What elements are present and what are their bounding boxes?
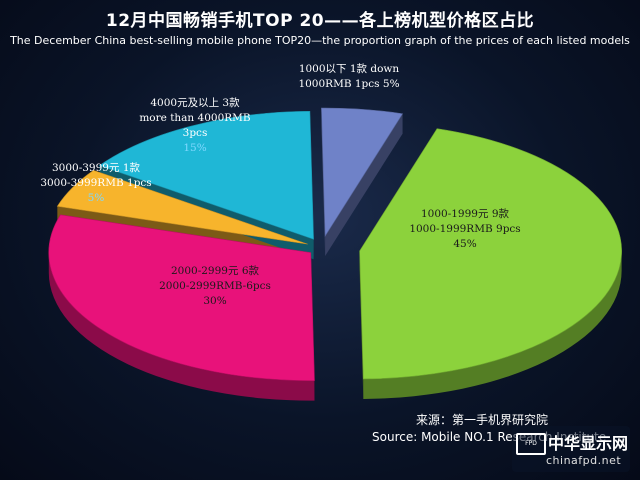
- slice-label-3000-3999: 3000-3999元 1款 3000-3999RMB 1pcs 5%: [36, 161, 156, 206]
- slice-percent: 5%: [382, 78, 400, 90]
- slice-label-en: 2000-2999RMB-6pcs: [159, 280, 271, 292]
- pie-slice: [359, 128, 622, 380]
- slice-percent: 30%: [203, 295, 227, 307]
- pie-slice: [48, 214, 315, 381]
- pie-slice: [321, 107, 404, 238]
- slice-label-zh: 3000-3999元 1款: [51, 162, 140, 174]
- slice-label-zh: 4000元及以上 3款: [150, 97, 240, 109]
- fpd-logo-icon: FPD: [516, 433, 546, 455]
- slice-percent: 5%: [87, 192, 105, 204]
- watermark: FPD 中华显示网 chinafpd.net: [512, 426, 630, 472]
- slice-label-zh: 1000-1999元 9款: [420, 208, 509, 220]
- slice-label-en: more than 4000RMB: [139, 112, 251, 124]
- slice-label-en: 1000-1999RMB 9pcs: [409, 223, 521, 235]
- slice-label-below-1000: 1000以下 1款 down 1000RMB 1pcs 5%: [284, 62, 414, 92]
- slice-percent: 15%: [183, 142, 207, 154]
- watermark-url: chinafpd.net: [546, 454, 622, 467]
- slice-label-1000-1999: 1000-1999元 9款 1000-1999RMB 9pcs 45%: [400, 207, 530, 252]
- slice-label-en: 3000-3999RMB 1pcs: [40, 177, 152, 189]
- slice-percent: 45%: [453, 238, 477, 250]
- source-line-zh: 来源：第一手机界研究院: [416, 413, 549, 427]
- chart-title: 12月中国畅销手机TOP 20——各上榜机型价格区占比: [105, 11, 535, 31]
- slice-label-4000-plus: 4000元及以上 3款 more than 4000RMB 3pcs 15%: [130, 96, 260, 156]
- pie-slice: [98, 110, 314, 240]
- chart-subtitle: The December China best-selling mobile p…: [10, 34, 630, 47]
- slice-label-2000-2999: 2000-2999元 6款 2000-2999RMB-6pcs 30%: [140, 264, 290, 309]
- pie-slice: [56, 170, 308, 245]
- slice-label-en: 1000RMB 1pcs: [298, 78, 380, 90]
- slice-label-en2: 3pcs: [182, 127, 208, 139]
- watermark-name: 中华显示网: [548, 434, 629, 453]
- slice-label-zh: 1000以下 1款 down: [298, 63, 400, 75]
- pie-slice-side: [363, 250, 622, 399]
- pie-slice-wall: [325, 113, 403, 257]
- pie-slice-side: [48, 252, 315, 401]
- slice-label-zh: 2000-2999元 6款: [170, 265, 259, 277]
